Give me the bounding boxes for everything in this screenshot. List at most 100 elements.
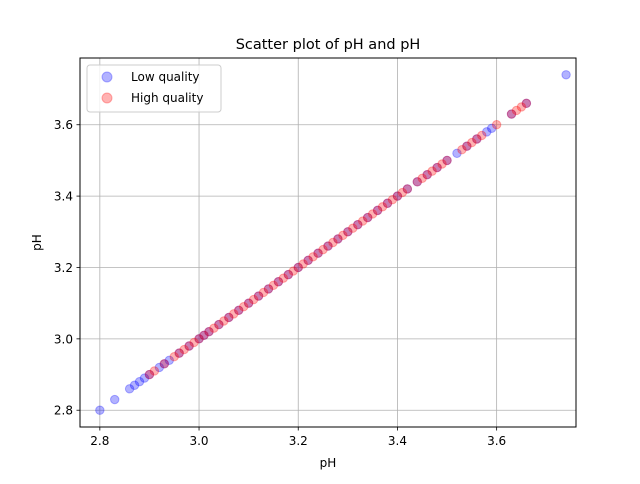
scatter-point: [169, 351, 179, 362]
scatter-point: [219, 316, 229, 326]
scatter-point: [432, 162, 442, 173]
scatter-point: [278, 273, 289, 283]
scatter-point: [214, 319, 224, 330]
y-tick-label: 3.4: [54, 190, 73, 204]
scatter-point: [482, 127, 492, 137]
legend-marker-low-quality: [101, 71, 113, 83]
scatter-point: [258, 287, 269, 298]
scatter-point: [323, 241, 333, 251]
scatter-point: [293, 262, 303, 273]
scatter-point: [159, 359, 170, 369]
scatter-point: [506, 109, 517, 119]
x-tick-label: 3.0: [189, 434, 208, 448]
scatter-point: [204, 327, 214, 337]
scatter-point: [199, 330, 209, 340]
scatter-point: [462, 141, 472, 151]
scatter-point: [174, 348, 184, 358]
scatter-point: [234, 305, 244, 316]
y-tick-label: 3.6: [54, 118, 73, 132]
scatter-point: [362, 212, 373, 223]
scatter-point: [491, 120, 502, 130]
scatter-point: [214, 319, 224, 330]
scatter-point: [303, 255, 313, 266]
scatter-point: [442, 155, 452, 166]
scatter-point: [238, 302, 249, 312]
scatter-point: [486, 123, 497, 134]
scatter-point: [452, 148, 462, 158]
scatter-point: [129, 380, 140, 390]
plot-frame: [79, 57, 577, 428]
scatter-point: [397, 187, 408, 198]
scatter-point: [144, 369, 155, 380]
scatter-point: [462, 141, 472, 151]
scatter-point: [224, 312, 234, 323]
scatter-point: [194, 334, 204, 344]
scatter-point: [313, 248, 323, 258]
scatter-point: [511, 105, 522, 116]
scatter-point: [372, 205, 383, 216]
scatter-point: [358, 216, 368, 226]
scatter-point: [184, 341, 194, 351]
y-tick-label: 2.8: [54, 404, 73, 418]
chart-title: Scatter plot of pH and pH: [236, 37, 421, 53]
scatter-point: [283, 269, 294, 280]
scatter-point: [372, 205, 383, 216]
scatter-point: [457, 145, 467, 155]
scatter-point: [402, 184, 413, 194]
data-points: [95, 70, 571, 415]
scatter-point: [273, 277, 284, 287]
scatter-point: [298, 259, 308, 269]
scatter-point: [472, 134, 482, 144]
scatter-point: [189, 337, 199, 348]
scatter-point: [134, 376, 145, 387]
scatter-point: [402, 184, 413, 194]
scatter-point: [392, 191, 403, 201]
scatter-point: [516, 102, 527, 112]
scatter-point: [164, 355, 174, 365]
scatter-point: [422, 169, 432, 180]
scatter-point: [382, 198, 393, 208]
scatter-point: [308, 252, 318, 262]
scatter-point: [353, 219, 363, 230]
scatter-point: [204, 327, 214, 337]
scatter-point: [95, 405, 105, 415]
scatter-point: [477, 130, 487, 141]
scatter-point: [199, 330, 209, 340]
y-tick-label: 3.2: [54, 261, 73, 275]
scatter-point: [333, 234, 343, 244]
scatter-point: [362, 212, 373, 223]
series-high-quality: [144, 98, 532, 380]
grid-lines: [80, 58, 576, 427]
scatter-point: [243, 298, 254, 308]
y-tick-label: 3.0: [54, 332, 73, 346]
scatter-point: [139, 373, 150, 383]
scatter-point: [248, 294, 259, 305]
series-low-quality: [95, 70, 571, 415]
scatter-point: [343, 227, 353, 237]
axis-ticks: 2.8 3.0 3.2 3.4 3.6 2.8 3.0 3.2 3.4 3.6: [54, 118, 506, 448]
legend: Low quality High quality: [86, 64, 222, 113]
scatter-point: [234, 305, 244, 316]
x-tick-label: 3.4: [388, 434, 407, 448]
scatter-point: [293, 262, 303, 273]
legend-box: [86, 64, 222, 113]
scatter-point: [427, 166, 437, 176]
scatter-point: [392, 191, 403, 201]
scatter-point: [288, 266, 298, 276]
scatter-point: [313, 248, 323, 258]
scatter-point: [432, 162, 442, 173]
scatter-point: [263, 284, 274, 294]
scatter-point: [333, 234, 343, 244]
x-tick-label: 2.8: [90, 434, 109, 448]
scatter-point: [154, 362, 165, 373]
scatter-point: [229, 309, 239, 319]
scatter-point: [387, 194, 398, 205]
scatter-point: [253, 291, 264, 301]
scatter-point: [353, 219, 363, 230]
scatter-point: [323, 241, 333, 251]
scatter-point: [442, 155, 452, 166]
x-axis-label: pH: [320, 456, 337, 470]
scatter-point: [149, 366, 160, 376]
scatter-point: [561, 70, 571, 80]
